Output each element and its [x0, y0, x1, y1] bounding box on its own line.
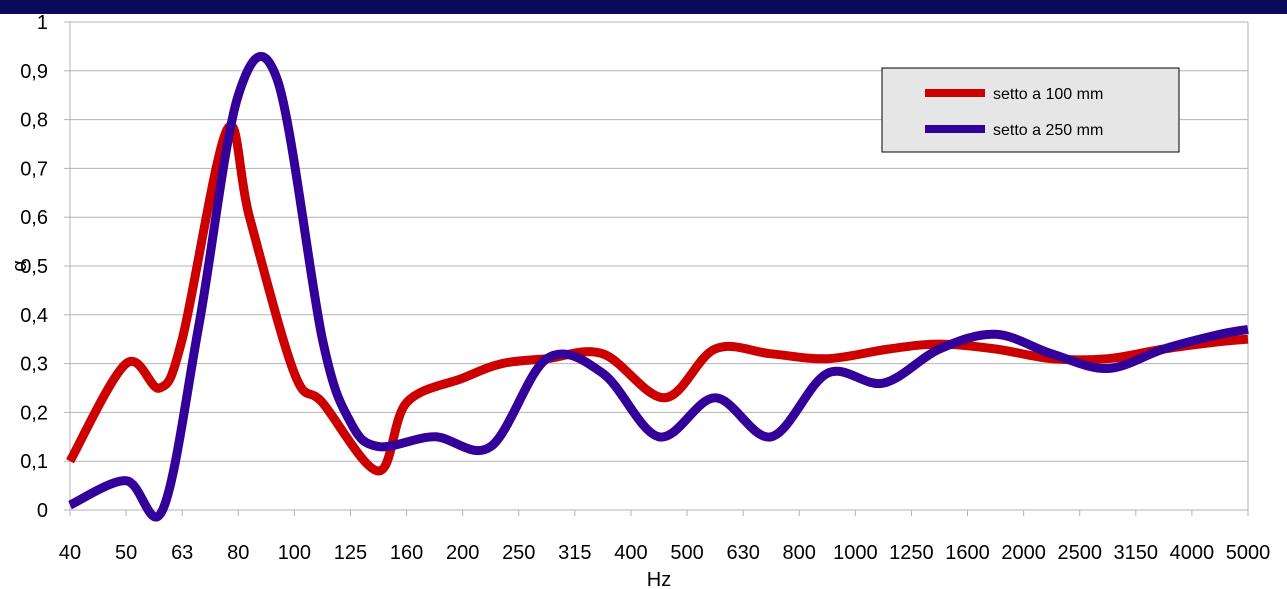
x-tick-label: 4000 — [1170, 542, 1215, 564]
y-axis-title: α — [9, 260, 31, 272]
y-tick-label: 0,2 — [20, 402, 48, 424]
y-tick-label: 0,1 — [20, 451, 48, 473]
x-tick-label: 315 — [558, 542, 591, 564]
x-tick-label: 80 — [227, 542, 249, 564]
legend-label-1: setto a 100 mm — [993, 86, 1103, 103]
x-tick-label: 1250 — [889, 542, 934, 564]
x-tick-label: 5000 — [1226, 542, 1271, 564]
y-tick-label: 1 — [37, 12, 48, 34]
x-tick-label: 63 — [171, 542, 193, 564]
series-line-1 — [66, 121, 1249, 476]
x-tick-label: 100 — [278, 542, 311, 564]
x-tick-label: 400 — [614, 542, 647, 564]
y-tick-label: 0,5 — [20, 256, 48, 278]
top-color-band — [0, 0, 1287, 14]
y-tick-label: 0,7 — [20, 158, 48, 180]
x-tick-label: 40 — [59, 542, 81, 564]
x-tick-label: 500 — [670, 542, 703, 564]
x-tick-label: 160 — [390, 542, 423, 564]
legend-box — [881, 67, 1180, 153]
x-tick-label: 2000 — [1001, 542, 1046, 564]
x-tick-label: 50 — [115, 542, 137, 564]
x-tick-label: 800 — [783, 542, 816, 564]
x-axis-title: Hz — [647, 569, 671, 589]
y-tick-label: 0,3 — [20, 354, 48, 376]
x-tick-label: 1600 — [945, 542, 990, 564]
chart-legend: setto a 100 mm setto a 250 mm — [881, 67, 1180, 153]
x-tick-label: 200 — [446, 542, 479, 564]
y-tick-label: 0,4 — [20, 305, 48, 327]
x-tick-label: 630 — [726, 542, 759, 564]
x-tick-label: 3150 — [1114, 542, 1159, 564]
x-tick-label: 2500 — [1057, 542, 1102, 564]
chart-series — [66, 52, 1249, 522]
y-tick-label: 0 — [37, 500, 48, 522]
x-tick-label: 125 — [334, 542, 367, 564]
legend-label-2: setto a 250 mm — [993, 122, 1103, 139]
y-tick-label: 0,6 — [20, 207, 48, 229]
y-axis-ticks: 0 0,1 0,2 0,3 0,4 0,5 0,6 0,7 0,8 0,9 1 — [20, 12, 70, 522]
series-line-2 — [68, 52, 1249, 522]
x-axis-ticks: 40 50 63 80 100 125 160 200 250 315 400 500 630 800 10… — [59, 510, 1270, 564]
y-tick-label: 0,9 — [20, 61, 48, 83]
x-tick-label: 250 — [502, 542, 535, 564]
y-tick-label: 0,8 — [20, 110, 48, 132]
x-tick-label: 1000 — [833, 542, 878, 564]
